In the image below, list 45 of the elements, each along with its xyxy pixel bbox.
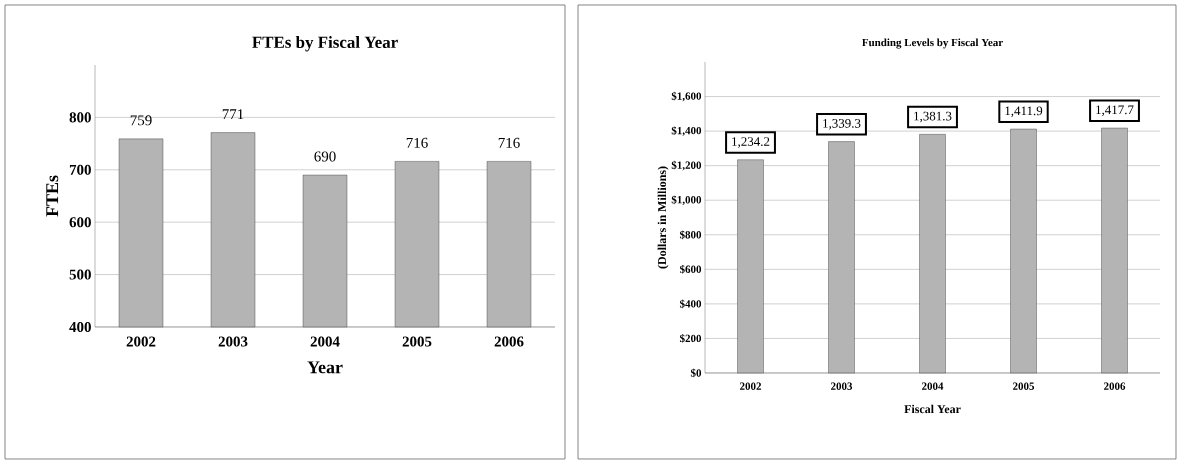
y-tick-label: 400 [69,321,91,333]
y-tick-label: $1,200 [671,160,702,171]
chart-title: Funding Levels by Fiscal Year [862,38,1003,49]
bar [737,159,764,374]
y-tick-label: $0 [690,368,702,378]
y-tick-label: 700 [69,164,91,175]
y-axis-title: FTEs [46,175,59,217]
y-tick-label: $400 [679,299,702,309]
x-tick-label: 2005 [402,336,432,347]
y-axis-title: (Dollars in Millions) [657,166,669,269]
data-label: 1,417.7 [1096,105,1134,117]
y-tick-label: 500 [69,269,91,280]
x-axis-title: Fiscal Year [904,404,961,414]
bar [828,141,855,374]
bar [919,134,946,374]
y-tick-label: $1,000 [671,195,702,206]
x-tick-label: 2002 [740,382,761,390]
x-tick-label: 2006 [1104,382,1126,390]
x-axis-title: Year [307,361,343,374]
data-label: 1,339.3 [823,119,861,130]
data-label: 690 [314,151,336,162]
x-tick-label: 2002 [126,336,156,347]
y-tick-label: $800 [679,230,702,240]
y-tick-label: 600 [69,217,91,228]
bar [1101,127,1128,374]
y-tick-label: $1,600 [671,91,702,102]
x-tick-label: 2003 [831,382,853,390]
data-label: 1,234.2 [732,137,770,148]
y-tick-label: $200 [679,334,702,343]
data-label: 1,381.3 [914,111,952,123]
y-tick-label: 800 [69,112,91,123]
x-tick-label: 2004 [310,336,340,347]
x-tick-label: 2003 [218,336,248,347]
data-label: 716 [498,137,520,148]
x-tick-label: 2005 [1013,382,1035,390]
data-label: 771 [222,109,244,120]
chart-title: FTEs by Fiscal Year [252,36,398,52]
x-tick-label: 2004 [922,382,944,390]
bar [1010,128,1037,374]
y-tick-label: $600 [679,264,702,274]
x-tick-label: 2006 [494,336,524,347]
y-tick-label: $1,400 [671,126,702,136]
data-label: 716 [406,137,428,148]
data-label: 1,411.9 [1005,106,1043,118]
data-label: 759 [130,115,152,126]
